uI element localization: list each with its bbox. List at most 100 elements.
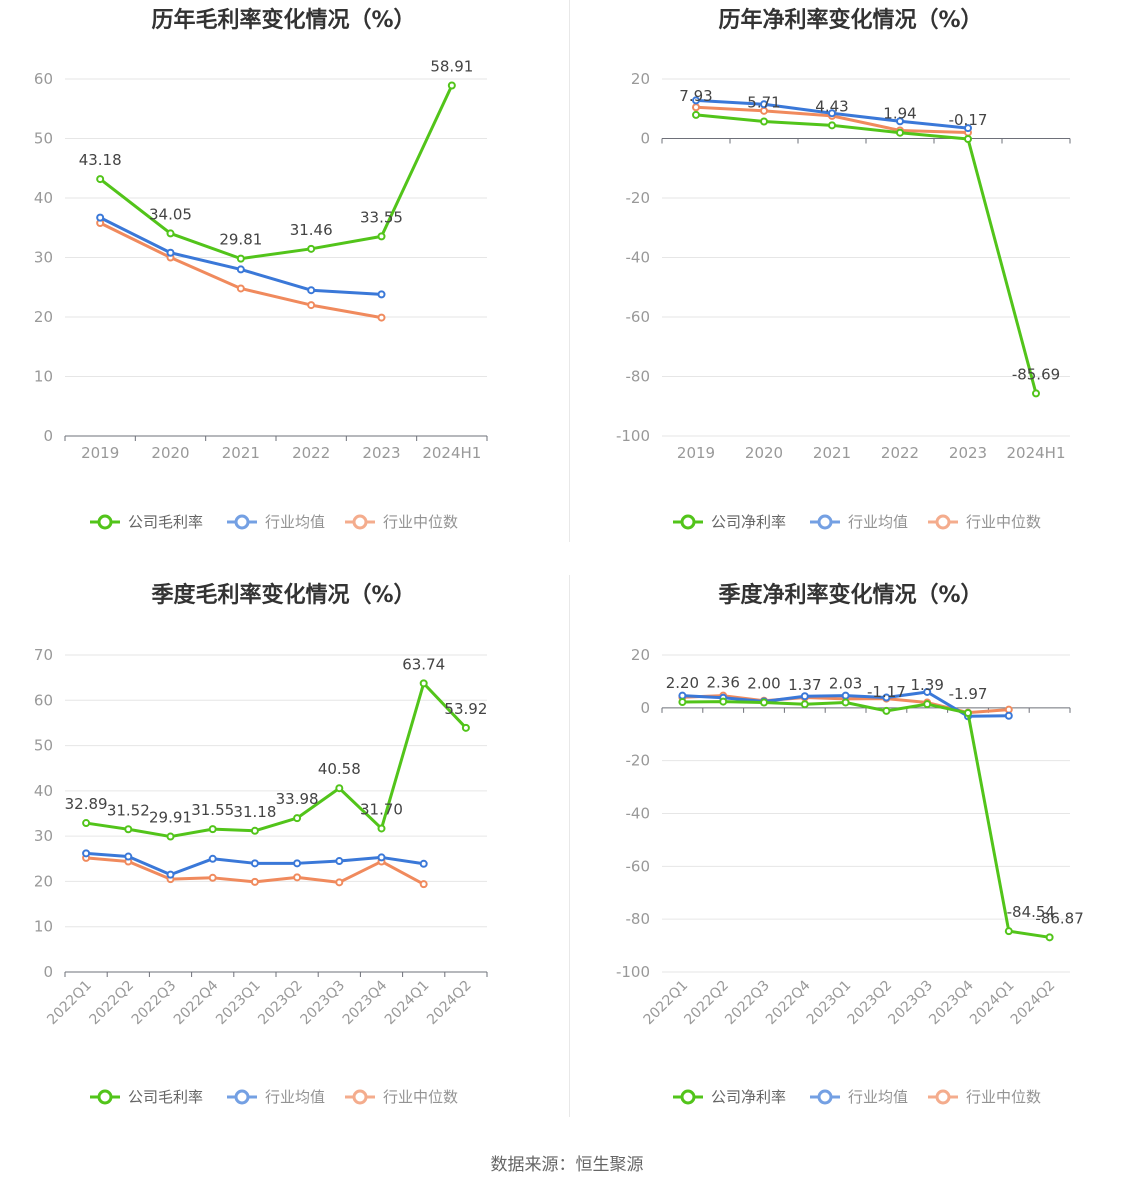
- legend-swatch-dot: [97, 1089, 113, 1105]
- y-tick-label: 60: [34, 70, 53, 88]
- data-point-avg: [335, 857, 344, 866]
- legend-label: 公司毛利率: [128, 513, 203, 531]
- data-label: 32.89: [65, 795, 108, 813]
- series-line-company: [682, 700, 1050, 939]
- data-point-avg: [208, 854, 217, 863]
- data-point-avg: [250, 859, 259, 868]
- data-point-avg: [841, 691, 850, 700]
- data-point-avg: [166, 248, 175, 257]
- data-point-company: [760, 698, 768, 707]
- legend-swatch-dot: [352, 514, 368, 530]
- data-point-company: [1032, 389, 1040, 398]
- data-label: 29.91: [149, 809, 192, 827]
- x-tick-label: 2019: [677, 444, 715, 462]
- data-label: 2.20: [666, 674, 699, 692]
- legend-item-company: 公司净利率: [673, 1088, 786, 1106]
- data-point-company: [692, 110, 700, 119]
- x-tick-label: 2022Q3: [129, 978, 180, 1029]
- x-tick-label: 2021: [222, 444, 260, 462]
- y-tick-label: 0: [43, 963, 53, 981]
- x-tick-label: 2023: [362, 444, 400, 462]
- legend-label: 行业均值: [265, 513, 325, 531]
- data-point-avg: [678, 691, 687, 700]
- legend-swatch-dot: [935, 514, 951, 530]
- data-point-company: [923, 700, 932, 709]
- y-tick-label: 20: [34, 308, 53, 326]
- legend-item-median: 行业中位数: [928, 513, 1041, 531]
- data-label: 2.03: [829, 674, 862, 692]
- x-tick-label: 2023Q3: [885, 978, 936, 1029]
- data-point-median: [250, 877, 259, 886]
- x-tick-label: 2023Q1: [213, 978, 264, 1029]
- data-label: 4.43: [815, 97, 848, 115]
- data-point-median: [236, 284, 245, 293]
- data-label: -0.17: [949, 111, 988, 129]
- data-point-company: [166, 229, 175, 238]
- legend-swatch-dot: [234, 1089, 250, 1105]
- data-label: 34.05: [149, 205, 192, 223]
- data-point-median: [419, 880, 428, 889]
- chart-svg: 0102030405060702022Q12022Q22022Q32022Q42…: [34, 646, 488, 1106]
- x-tick-label: 2022Q2: [681, 978, 732, 1029]
- data-point-company: [419, 679, 428, 688]
- x-tick-label: 2024Q1: [967, 978, 1018, 1029]
- x-tick-label: 2021: [813, 444, 851, 462]
- x-tick-label: 2022Q3: [722, 978, 773, 1029]
- y-tick-label: 0: [640, 130, 650, 148]
- x-tick-label: 2020: [745, 444, 783, 462]
- legend-swatch-dot: [680, 514, 696, 530]
- x-tick-label: 2022Q4: [171, 977, 222, 1028]
- data-point-avg: [419, 859, 428, 868]
- data-point-avg: [236, 265, 245, 274]
- y-tick-label: 30: [34, 827, 53, 845]
- data-label: -85.69: [1012, 365, 1060, 383]
- legend-label: 行业中位数: [966, 1088, 1041, 1106]
- data-label: 40.58: [318, 760, 361, 778]
- data-label: 63.74: [402, 655, 445, 673]
- series-line-company: [85, 681, 467, 839]
- x-tick-label: 2024H1: [1007, 444, 1066, 462]
- x-tick-label: 2020: [151, 444, 189, 462]
- y-tick-label: -20: [626, 189, 651, 207]
- x-tick-label: 2022Q1: [641, 978, 692, 1029]
- legend-swatch-dot: [935, 1089, 951, 1105]
- data-point-avg: [96, 213, 105, 222]
- x-tick-label: 2023Q2: [255, 978, 306, 1029]
- legend-item-company: 公司毛利率: [90, 1088, 203, 1106]
- data-point-median: [307, 301, 316, 310]
- data-label: -84.54: [1007, 903, 1055, 921]
- data-point-median: [208, 873, 217, 882]
- legend-label: 公司毛利率: [128, 1088, 203, 1106]
- series-line-company: [99, 84, 454, 261]
- data-point-company: [1004, 927, 1013, 936]
- chart-title: 历年净利率变化情况（%）: [718, 8, 983, 33]
- y-tick-label: 10: [34, 368, 53, 386]
- x-tick-label: 2023Q3: [298, 978, 349, 1029]
- data-label: 7.93: [679, 87, 712, 105]
- data-point-company: [760, 117, 768, 126]
- x-tick-label: 2023Q4: [926, 977, 977, 1028]
- y-tick-label: -20: [626, 752, 651, 770]
- chart-title: 季度毛利率变化情况（%）: [151, 583, 416, 608]
- y-tick-label: 20: [631, 646, 650, 664]
- x-tick-label: 2022: [292, 444, 330, 462]
- y-tick-label: 30: [34, 249, 53, 267]
- data-label: 1.39: [910, 676, 943, 694]
- data-point-avg: [896, 117, 904, 126]
- chart-title: 季度净利率变化情况（%）: [718, 583, 983, 608]
- y-tick-label: -40: [626, 249, 651, 267]
- legend-item-avg: 行业均值: [810, 513, 908, 531]
- legend-swatch-dot: [234, 514, 250, 530]
- y-tick-label: -100: [616, 963, 650, 981]
- y-tick-label: 60: [34, 691, 53, 709]
- legend-item-company: 公司毛利率: [90, 513, 203, 531]
- x-tick-label: 2022Q2: [87, 978, 138, 1029]
- legend-swatch-dot: [97, 514, 113, 530]
- chart-title: 历年毛利率变化情况（%）: [151, 8, 416, 33]
- data-point-avg: [124, 852, 133, 861]
- data-label: 31.52: [107, 801, 150, 819]
- data-point-company: [377, 824, 386, 833]
- data-label: 31.55: [191, 801, 234, 819]
- data-point-company: [307, 244, 316, 253]
- data-label: 58.91: [430, 57, 473, 75]
